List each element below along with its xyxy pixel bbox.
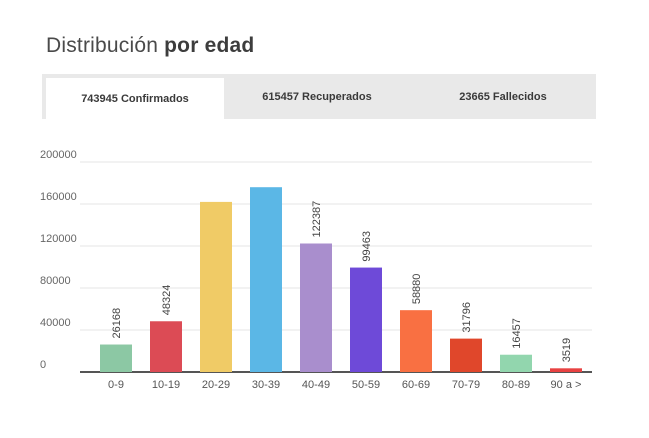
bar bbox=[300, 243, 332, 372]
bar-value-label: 122387 bbox=[311, 201, 323, 238]
x-tick-label: 90 a > bbox=[551, 379, 582, 391]
bar bbox=[500, 354, 532, 372]
y-tick-label: 200000 bbox=[40, 149, 77, 161]
bar-value-label: 99463 bbox=[361, 231, 373, 262]
bar bbox=[450, 338, 482, 372]
age-distribution-card: Distribución por edad 743945 Confirmados… bbox=[20, 12, 616, 417]
bar bbox=[550, 368, 582, 372]
card-title-bold: por edad bbox=[164, 34, 255, 57]
x-tick-label: 60-69 bbox=[402, 379, 430, 391]
x-tick-label: 30-39 bbox=[252, 379, 280, 391]
y-tick-label: 0 bbox=[40, 359, 46, 371]
age-bar-chart: 0 40000 80000 120000 160000 200000 0-9 26168 10-… bbox=[40, 149, 592, 391]
x-tick-label: 50-59 bbox=[352, 379, 380, 391]
bar bbox=[150, 321, 182, 372]
metric-tabs: 743945 Confirmados 615457 Recuperados 23… bbox=[42, 74, 596, 119]
tab-recuperados[interactable]: 615457 Recuperados bbox=[262, 90, 372, 103]
bar-value-label: 48324 bbox=[161, 285, 173, 316]
bar bbox=[100, 344, 132, 372]
bar bbox=[350, 267, 382, 372]
tab-fallecidos[interactable]: 23665 Fallecidos bbox=[459, 90, 547, 103]
x-tick-label: 10-19 bbox=[152, 379, 180, 391]
x-tick-label: 80-89 bbox=[502, 379, 530, 391]
tab-confirmados[interactable]: 743945 Confirmados bbox=[46, 78, 224, 119]
y-tick-label: 80000 bbox=[40, 275, 71, 287]
bar-value-label: 26168 bbox=[111, 308, 123, 339]
bar bbox=[200, 201, 232, 372]
bar bbox=[400, 310, 432, 372]
x-tick-label: 70-79 bbox=[452, 379, 480, 391]
x-tick-label: 20-29 bbox=[202, 379, 230, 391]
y-tick-label: 120000 bbox=[40, 233, 77, 245]
bar-value-label: 58880 bbox=[411, 274, 423, 305]
y-tick-label: 40000 bbox=[40, 317, 71, 329]
card-title-normal: Distribución bbox=[46, 34, 165, 57]
y-tick-label: 160000 bbox=[40, 191, 77, 203]
x-tick-label: 0-9 bbox=[108, 379, 124, 391]
bar-value-label: 16457 bbox=[511, 318, 523, 349]
bar-value-label: 31796 bbox=[461, 302, 473, 333]
x-tick-label: 40-49 bbox=[302, 379, 330, 391]
bar-value-label: 3519 bbox=[561, 338, 573, 362]
bar bbox=[250, 187, 282, 372]
card-title: Distribución por edad bbox=[46, 34, 254, 58]
